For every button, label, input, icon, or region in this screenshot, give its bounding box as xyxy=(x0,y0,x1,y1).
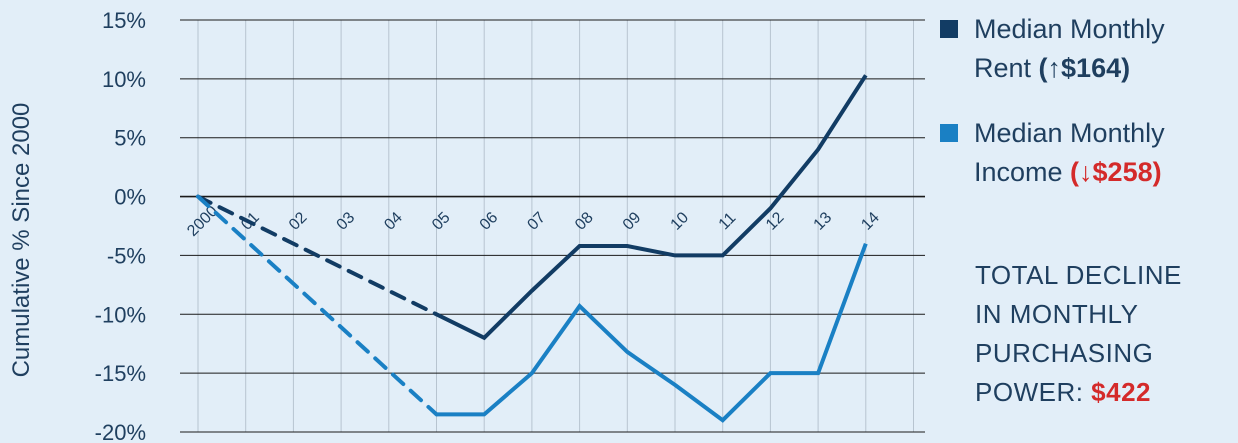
legend: Median Monthly Rent (↑$164) Median Month… xyxy=(940,10,1238,218)
x-tick-label: 2000 xyxy=(184,203,221,240)
income-swatch xyxy=(940,124,958,142)
income-line-dashed xyxy=(196,194,439,417)
rent-swatch xyxy=(940,20,958,38)
y-tick-label: 10% xyxy=(102,67,146,92)
x-tick-label: 08 xyxy=(572,209,597,234)
vertical-gridlines xyxy=(197,20,914,432)
rent-legend-line1: Median Monthly xyxy=(974,14,1165,44)
y-tick-label: -15% xyxy=(95,361,146,386)
decline-callout: TOTAL DECLINE IN MONTHLY PURCHASING POWE… xyxy=(975,256,1182,412)
legend-item-income: Median Monthly Income (↓$258) xyxy=(940,114,1238,192)
x-tick-label: 10 xyxy=(668,209,693,234)
x-tick-label: 13 xyxy=(811,209,836,234)
rent-change: (↑$164) xyxy=(1038,53,1131,83)
income-legend-line2: Income xyxy=(974,157,1071,187)
y-tick-label: 15% xyxy=(102,8,146,33)
rent-legend-line2: Rent xyxy=(974,53,1039,83)
y-axis-label: Cumulative % Since 2000 xyxy=(8,102,35,378)
income-legend-line1: Median Monthly xyxy=(974,118,1165,148)
y-tick-label: 0% xyxy=(114,185,146,210)
legend-item-rent: Median Monthly Rent (↑$164) xyxy=(940,10,1238,88)
chart: 15%10%5%0%-5%-10%-15%-20% 2000 01 02 03 04 05… xyxy=(95,8,925,443)
series-lines xyxy=(196,74,868,423)
income-line xyxy=(436,242,868,423)
x-tick-label: 09 xyxy=(620,209,645,234)
x-tick-label: 07 xyxy=(524,209,549,234)
x-tick-label: 14 xyxy=(858,209,883,234)
x-tick-label: 06 xyxy=(477,209,502,234)
y-tick-label: -10% xyxy=(95,302,146,327)
rent-line-dashed xyxy=(196,194,439,317)
x-tick-label: 05 xyxy=(429,209,454,234)
income-change: (↓$258) xyxy=(1070,157,1162,187)
x-tick-label: 04 xyxy=(381,209,406,234)
x-tick-label: 02 xyxy=(286,209,311,234)
y-tick-labels: 15% 10% 5% 0% -5% -10% -15% -20% xyxy=(95,8,146,443)
y-tick-label: 5% xyxy=(114,126,146,151)
decline-text: TOTAL DECLINE IN MONTHLY PURCHASING POWE… xyxy=(975,260,1182,407)
y-tick-label: -20% xyxy=(95,420,146,443)
y-tick-label: -5% xyxy=(107,243,146,268)
decline-amount: $422 xyxy=(1091,377,1152,407)
rent-line xyxy=(435,74,868,341)
x-tick-label: 03 xyxy=(334,209,359,234)
x-tick-label: 11 xyxy=(716,209,740,233)
x-tick-labels: 2000 01 02 03 04 05 06 07 08 09 10 11 12 13 14 xyxy=(184,203,883,240)
